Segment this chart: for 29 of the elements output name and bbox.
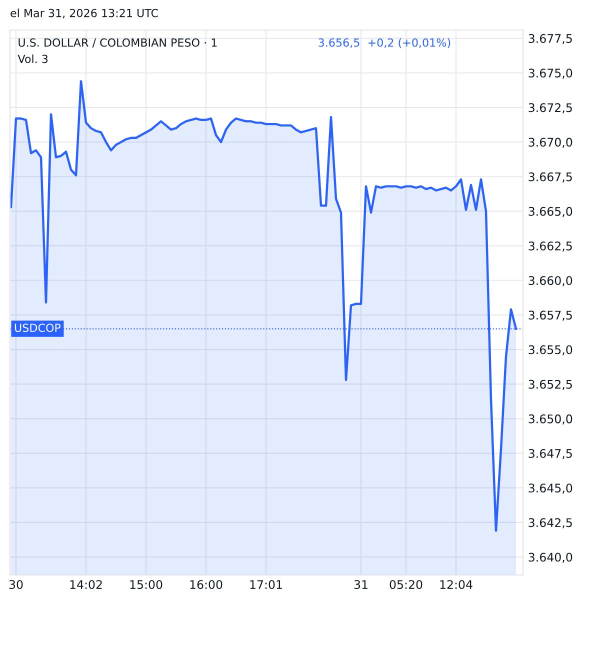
- text: el Mar 31, 2026 13:21 UTC: [10, 8, 158, 18]
- y-tick-label: 3.655,0: [528, 345, 572, 356]
- y-tick-label: 3.640,0: [528, 552, 572, 563]
- x-tick-label: 30: [9, 580, 23, 589]
- x-tick-label: 12:04: [440, 580, 472, 589]
- y-tick-label: 3.667,5: [528, 172, 572, 182]
- annotation: Vol. 3: [18, 54, 48, 64]
- y-tick-label: 3.662,5: [528, 242, 572, 252]
- x-tick-label: 31: [354, 580, 368, 589]
- x-tick-label: 16:00: [190, 580, 222, 589]
- y-tick-label: 3.650,0: [528, 414, 572, 425]
- y-tick-label: 3.675,0: [528, 68, 572, 79]
- y-tick-label: 3.642,5: [528, 518, 572, 528]
- y-tick-label: 3.665,0: [528, 206, 572, 218]
- y-tick-label: 3.670,0: [528, 138, 572, 148]
- y-tick-label: 3.647,5: [528, 448, 572, 460]
- y-tick-label: 3.657,5: [528, 310, 572, 321]
- x-tick-label: 17:01: [250, 580, 282, 589]
- text: 3.656,5 +0,2 (+0,01%): [318, 38, 450, 48]
- y-tick-label: 3.660,0: [528, 276, 572, 286]
- y-tick-label: 3.677,5: [528, 34, 572, 44]
- ref-line-label: USDCOP: [14, 324, 61, 332]
- x-tick-label: 15:00: [130, 580, 162, 589]
- y-tick-label: 3.652,5: [528, 380, 572, 390]
- x-tick-label: 14:02: [70, 580, 102, 589]
- y-tick-label: 3.672,5: [528, 103, 572, 114]
- text: U.S. DOLLAR / COLOMBIAN PESO · 1: [18, 38, 217, 48]
- y-tick-label: 3.645,0: [528, 484, 572, 494]
- x-tick-label: 05:20: [390, 580, 422, 589]
